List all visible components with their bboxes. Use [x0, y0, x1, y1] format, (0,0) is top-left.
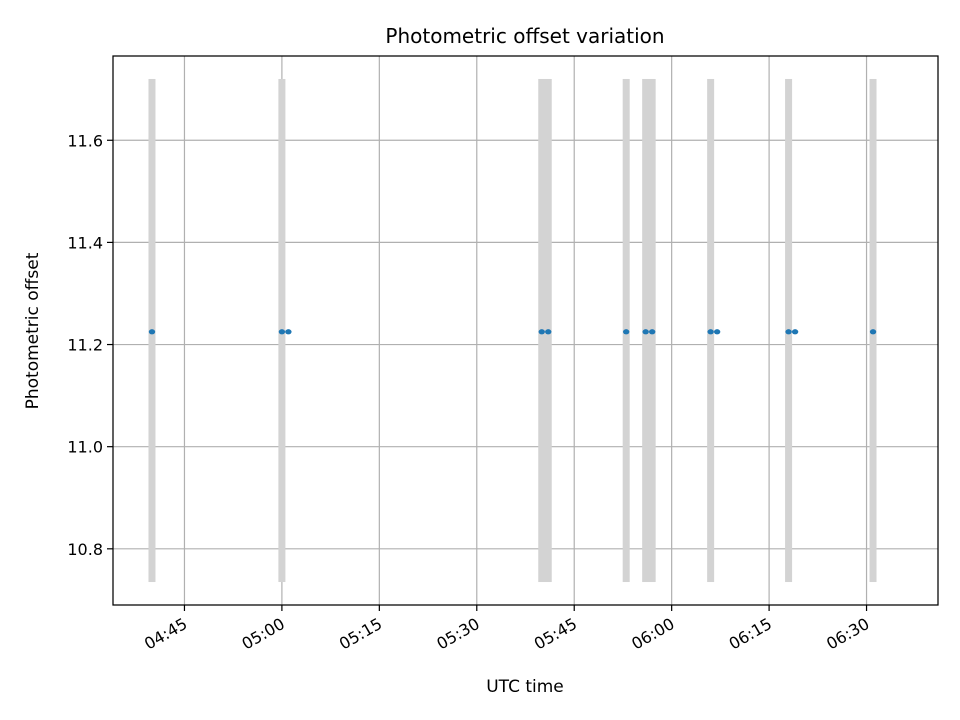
data-point	[538, 329, 545, 335]
grid	[113, 56, 938, 605]
y-axis-ticks: 10.8 11.0 11.2 11.4 11.6	[67, 131, 113, 559]
y-tick-label: 11.2	[67, 336, 103, 355]
data-point	[278, 329, 286, 335]
y-tick-label: 11.0	[67, 438, 103, 457]
x-axis-label: UTC time	[486, 677, 564, 697]
data-point	[545, 329, 552, 335]
y-tick-label: 11.4	[67, 233, 103, 252]
data-point	[785, 329, 792, 335]
data-point	[713, 329, 721, 335]
data-points	[148, 329, 877, 335]
chart-title: Photometric offset variation	[385, 24, 664, 48]
data-point	[707, 329, 714, 335]
y-axis-label: Photometric offset	[23, 252, 43, 409]
data-point	[285, 329, 292, 335]
plot-frame	[112, 55, 939, 606]
data-point	[791, 329, 799, 335]
data-point	[648, 329, 656, 335]
y-tick-label: 10.8	[67, 540, 103, 559]
data-point	[869, 329, 877, 335]
data-point	[642, 329, 649, 335]
data-point	[148, 329, 156, 335]
y-tick-label: 11.6	[67, 131, 103, 150]
data-point	[622, 329, 630, 335]
